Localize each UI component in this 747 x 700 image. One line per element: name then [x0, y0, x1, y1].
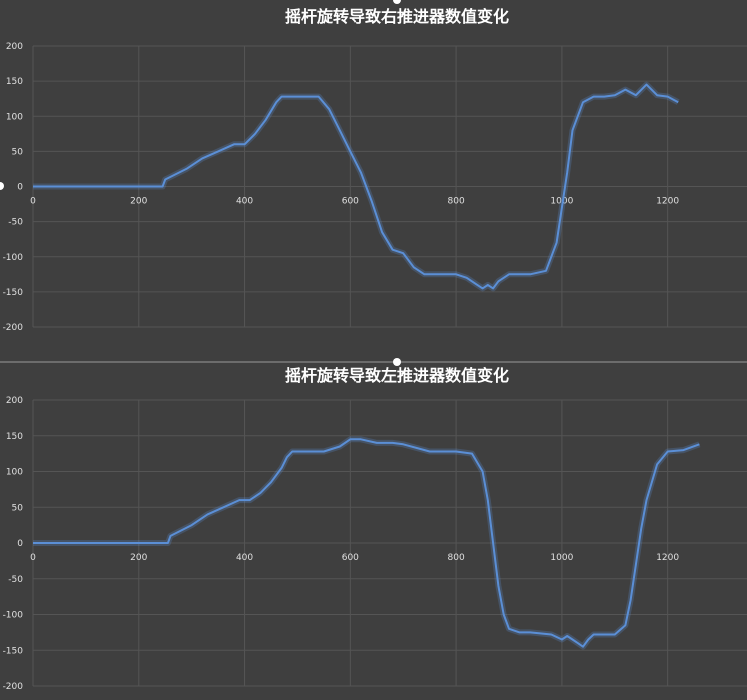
resize-handle-left[interactable] — [0, 182, 4, 190]
x-tick-label: 200 — [130, 553, 147, 563]
y-tick-label: -50 — [8, 575, 23, 585]
y-tick-label: -150 — [3, 288, 24, 298]
x-tick-label: 600 — [342, 553, 359, 563]
y-tick-label: -100 — [3, 253, 24, 263]
series-line — [33, 83, 679, 290]
y-tick-label: 150 — [6, 77, 23, 87]
x-tick-label: 1000 — [550, 553, 573, 563]
y-tick-label: 100 — [6, 112, 23, 122]
chart-title: 摇杆旋转导致左推进器数值变化 — [285, 366, 509, 385]
y-tick-label: -50 — [8, 218, 23, 228]
x-tick-label: 400 — [236, 553, 253, 563]
x-tick-label: 600 — [342, 197, 359, 207]
y-tick-label: 150 — [6, 432, 23, 442]
y-tick-label: 50 — [12, 147, 24, 157]
y-tick-label: 100 — [6, 468, 23, 478]
left-thruster-chart: 摇杆旋转导致左推进器数值变化 200 150 100 50 0 -50 -100 -150 -2… — [3, 366, 747, 692]
y-tick-label: 200 — [6, 42, 23, 52]
y-tick-label: -200 — [3, 682, 24, 692]
y-tick-label: 50 — [12, 503, 24, 513]
y-tick-label: 0 — [17, 539, 23, 549]
y-tick-label: -150 — [3, 646, 24, 656]
y-tick-label: 0 — [17, 183, 23, 193]
x-tick-label: 400 — [236, 197, 253, 207]
y-tick-label: 200 — [6, 396, 23, 406]
x-tick-label: 800 — [448, 553, 465, 563]
x-tick-label: 0 — [30, 197, 36, 207]
x-tick-label: 1200 — [656, 553, 679, 563]
x-tick-label: 1200 — [656, 197, 679, 207]
right-thruster-chart: 摇杆旋转导致右推进器数值变化 200 150 100 50 0 -50 -100 -150 -2… — [3, 7, 747, 333]
resize-handle-middle[interactable] — [393, 358, 401, 366]
y-tick-label: -200 — [3, 323, 24, 333]
x-tick-label: 0 — [30, 553, 36, 563]
series-line — [33, 438, 700, 648]
y-tick-label: -100 — [3, 611, 24, 621]
resize-handle-top[interactable] — [393, 0, 401, 4]
chart-title: 摇杆旋转导致右推进器数值变化 — [285, 7, 509, 26]
x-tick-label: 800 — [448, 197, 465, 207]
x-tick-label: 200 — [130, 197, 147, 207]
